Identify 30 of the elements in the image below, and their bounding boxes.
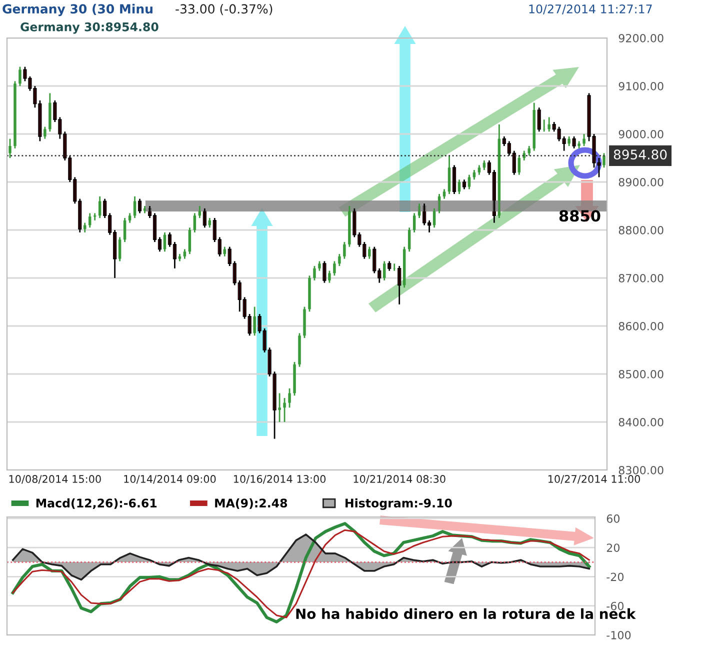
- x-tick-label: 10/08/2014 15:00: [9, 475, 101, 484]
- chart-subtitle: -33.00 (-0.37%): [176, 4, 272, 16]
- y-tick-label: 8300.00: [618, 466, 664, 474]
- y-tick-label: 8700.00: [618, 274, 664, 282]
- legend-label: Histogram:-9.10: [346, 498, 452, 510]
- x-tick-label: 10/21/2014 08:30: [354, 475, 446, 484]
- y-tick-label: 9000.00: [618, 130, 664, 138]
- y-tick-label: -20: [606, 572, 624, 582]
- ref-line-label: 8850: [559, 210, 600, 222]
- annotation: No ha habido dinero en la rotura de la neck: [296, 608, 636, 620]
- y-tick-label: 9200.00: [618, 34, 664, 42]
- x-tick-label: 10/27/2014 11:00: [548, 475, 640, 484]
- x-tick-label: 10/14/2014 09:00: [124, 475, 216, 484]
- y-tick-label: -100: [606, 630, 631, 640]
- y-tick-label: 8900.00: [618, 178, 664, 186]
- y-tick-label: -60: [606, 602, 624, 610]
- ref-line-label: 8954.80: [614, 150, 667, 160]
- y-tick-label: 8500.00: [618, 370, 664, 378]
- y-tick-label: 20: [606, 544, 620, 552]
- y-tick-label: 60: [606, 514, 620, 523]
- legend-label: MA(9):2.48: [215, 498, 288, 509]
- y-tick-label: 8600.00: [618, 322, 664, 330]
- y-tick-label: 8800.00: [618, 226, 664, 234]
- text: Germany 30:8954.80: [20, 22, 158, 34]
- text: 10/27/2014 11:27:17: [529, 4, 652, 14]
- x-tick-label: 10/16/2014 13:00: [234, 475, 326, 484]
- legend-label: Macd(12,26):-6.61: [36, 498, 157, 510]
- y-tick-label: 8400.00: [618, 418, 664, 426]
- y-tick-label: 9100.00: [618, 82, 664, 90]
- chart-title: Germany 30 (30 Minu: [2, 4, 152, 16]
